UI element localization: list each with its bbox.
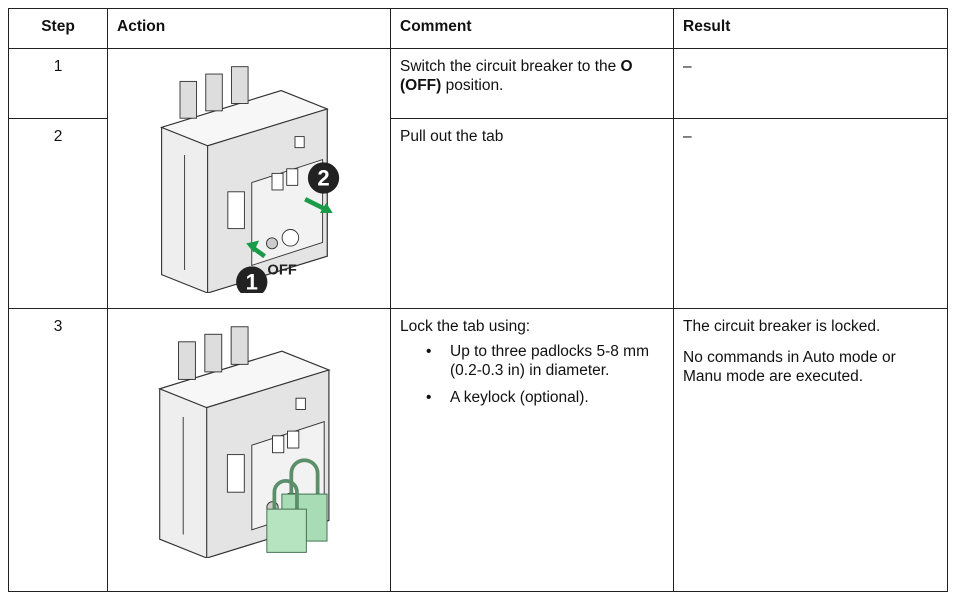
- result: –: [673, 118, 948, 309]
- padlock-illustration: [159, 326, 330, 559]
- header-cell: Result: [673, 8, 948, 49]
- row: 3 Lock the tab using: Up to three padloc…: [8, 308, 948, 592]
- result: The circuit breaker is locked. No comman…: [673, 308, 948, 592]
- text: No commands in Auto mode or Manu mode ar…: [683, 349, 896, 385]
- text: The circuit breaker is locked.: [683, 318, 881, 335]
- row: 1 2 1 OFF Switch the circuit breaker to …: [8, 48, 948, 309]
- text: Switch the circuit breaker to the: [400, 58, 621, 75]
- step: 3: [8, 308, 108, 592]
- callout-label: OFF: [267, 263, 296, 279]
- callout: 1: [246, 269, 258, 293]
- header-cell: Step: [8, 8, 108, 49]
- header-row: Step Action Comment Result: [8, 8, 948, 49]
- result: –: [673, 48, 948, 119]
- callout: 2: [317, 165, 329, 190]
- breaker-illustration: 2 1 OFF: [161, 66, 340, 298]
- procedure-table: Step Action Comment Result 1 2 1 OFF Swi…: [8, 8, 948, 592]
- action-image: 2 1 OFF: [107, 48, 391, 309]
- step: 1: [8, 48, 108, 119]
- comment: Switch the circuit breaker to the O (OFF…: [390, 48, 674, 119]
- comment: Lock the tab using: Up to three padlocks…: [390, 308, 674, 592]
- header-cell: Action: [107, 8, 391, 49]
- comment: Pull out the tab: [390, 118, 674, 309]
- text: position.: [441, 77, 504, 94]
- row: 2 Pull out the tab –: [8, 118, 948, 309]
- text: Lock the tab using:: [400, 318, 531, 335]
- action-image: [107, 308, 391, 592]
- bullet: Up to three padlocks 5-8 mm (0.2-0.3 in)…: [426, 342, 664, 380]
- bullet: A keylock (optional).: [426, 388, 664, 407]
- bold-text: O (OFF): [400, 58, 633, 94]
- header-cell: Comment: [390, 8, 674, 49]
- step: 2: [8, 118, 108, 309]
- bullet-list: Up to three padlocks 5-8 mm (0.2-0.3 in)…: [400, 342, 664, 407]
